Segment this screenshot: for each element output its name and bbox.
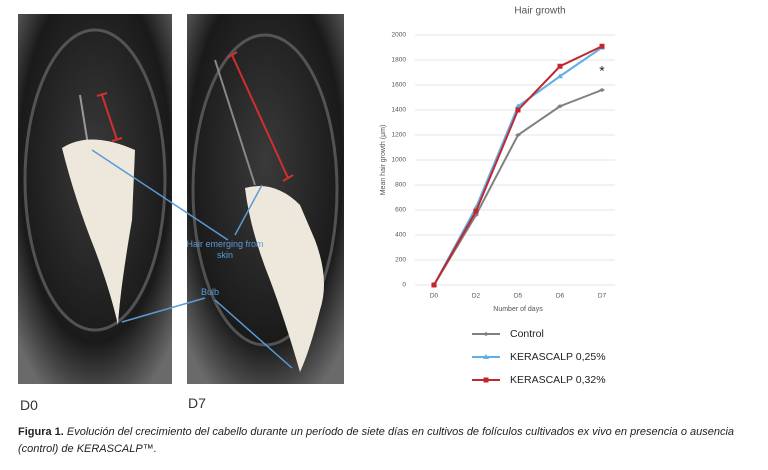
y-tick-label: 600: [395, 207, 406, 214]
marker: [473, 208, 479, 214]
series-line: [433, 46, 603, 286]
y-tick-label: 1200: [392, 132, 407, 139]
marker: [599, 43, 605, 49]
annotation: *: [599, 63, 605, 79]
arrows: [91, 149, 293, 369]
y-tick-label: 200: [395, 257, 406, 264]
chart-title: Hair growth: [514, 6, 565, 17]
y-tick-label: 2000: [392, 32, 407, 39]
y-tick-label: 800: [395, 182, 406, 189]
caption-label: Figura 1.: [18, 426, 64, 438]
marker: [557, 104, 563, 109]
hair: [214, 59, 256, 186]
marker: [557, 63, 563, 69]
legend-label: KERASCALP 0,32%: [510, 374, 606, 386]
x-tick-label: D7: [598, 293, 607, 300]
series-line: [433, 45, 603, 286]
marker: [557, 73, 563, 79]
hair: [79, 94, 89, 146]
x-tick-label: D5: [514, 293, 523, 300]
y-tick-label: 0: [402, 282, 406, 289]
follicle: [245, 186, 324, 372]
length-bracket: [96, 51, 294, 182]
legend-label: KERASCALP 0,25%: [510, 351, 606, 363]
y-tick-label: 1400: [392, 107, 407, 114]
marker: [599, 88, 605, 92]
x-tick-label: D2: [472, 293, 481, 300]
y-tick-label: 1600: [392, 82, 407, 89]
follicle: [62, 139, 135, 325]
annotation: Bulb: [200, 287, 219, 297]
x-tick-label: D6: [556, 293, 565, 300]
marker: [515, 107, 521, 113]
annotation: Hair emerging from skin: [186, 239, 264, 260]
photo-label: D0: [20, 397, 38, 413]
marker: [483, 332, 489, 336]
y-tick-label: 1000: [392, 157, 407, 164]
caption-text: Evolución del crecimiento del cabello du…: [18, 426, 735, 455]
y-tick-label: 400: [395, 232, 406, 239]
dish-rim: [23, 28, 167, 332]
marker: [483, 377, 489, 383]
marker: [515, 133, 521, 137]
x-tick-label: D0: [430, 293, 439, 300]
caption: Figura 1. Evolución del crecimiento del …: [18, 424, 753, 458]
photo-label: D7: [188, 395, 206, 411]
marker: [431, 282, 437, 288]
series-line: [433, 89, 603, 286]
y-axis-label: Mean hair growth (µm): [380, 125, 387, 196]
legend-label: Control: [510, 328, 544, 340]
x-axis-label: Number of days: [493, 306, 543, 313]
marker: [483, 354, 489, 359]
y-tick-label: 1800: [392, 57, 407, 64]
